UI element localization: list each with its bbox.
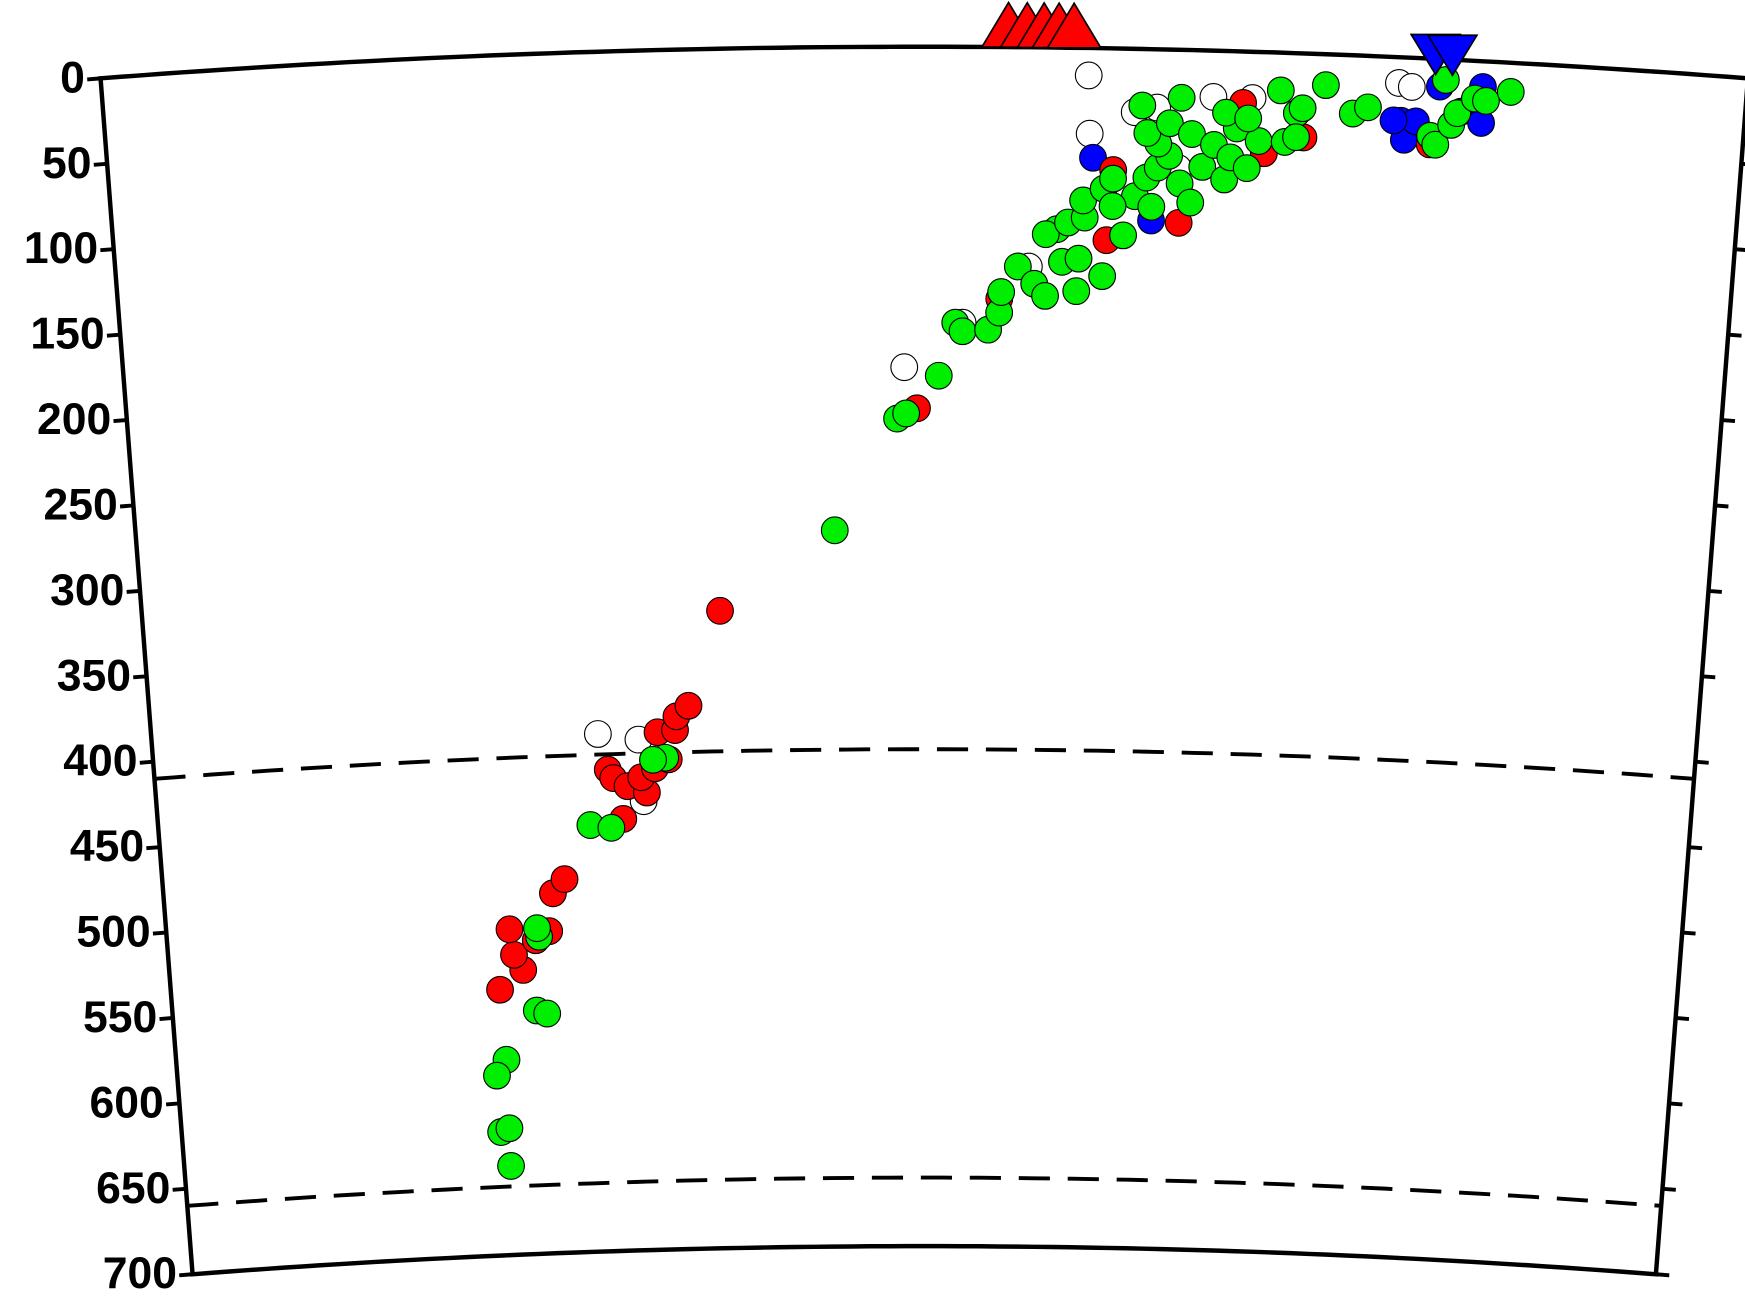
event: [1232, 154, 1261, 183]
event: [1109, 221, 1137, 250]
event: [948, 317, 977, 346]
y-tick: [1728, 332, 1742, 338]
y-tick: [172, 1186, 187, 1192]
event: [1167, 83, 1196, 112]
y-tick-label: 0: [60, 53, 85, 102]
y-tick-label: 250: [44, 480, 118, 529]
event: [1062, 277, 1091, 306]
event: [1282, 123, 1310, 152]
y-tick: [139, 759, 154, 765]
y-tick-label: 50: [42, 139, 92, 188]
event: [987, 278, 1016, 306]
event: [1176, 188, 1205, 217]
event: [1354, 93, 1382, 122]
trench: [1426, 34, 1479, 77]
event: [486, 975, 514, 1004]
event: [1266, 76, 1295, 105]
y-tick: [1741, 161, 1745, 167]
event: [497, 1152, 525, 1180]
y-tick: [106, 332, 121, 338]
event: [1031, 220, 1060, 249]
y-tick: [1675, 1016, 1690, 1021]
event: [1472, 86, 1500, 115]
event: [674, 691, 703, 720]
y-tick: [179, 1272, 193, 1278]
event: [1137, 192, 1166, 221]
y-tick: [87, 76, 101, 82]
y-tick-label: 600: [90, 1078, 164, 1127]
y-tick: [126, 588, 141, 594]
event: [1088, 262, 1117, 291]
event: [924, 361, 953, 390]
y-tick: [146, 845, 160, 851]
event: [483, 1061, 511, 1090]
y-tick-label: 550: [83, 993, 157, 1042]
y-tick-label: 200: [37, 395, 111, 444]
event: [550, 865, 579, 894]
y-tick-label: 700: [103, 1249, 177, 1298]
y-tick: [152, 930, 167, 936]
event: [1003, 252, 1032, 281]
y-tick: [1682, 930, 1696, 936]
event: [1074, 61, 1103, 90]
event: [495, 915, 524, 944]
y-tick: [1695, 759, 1709, 765]
y-tick-label: 650: [96, 1164, 170, 1213]
y-tick-label: 150: [30, 310, 104, 359]
y-tick: [1714, 503, 1729, 509]
event: [706, 596, 734, 625]
event: [1234, 104, 1263, 133]
event: [1064, 244, 1093, 273]
event: [1099, 164, 1127, 193]
y-tick: [1721, 418, 1736, 424]
event: [1379, 106, 1408, 135]
event: [1098, 192, 1127, 220]
y-tick-label: 350: [57, 651, 131, 700]
y-tick: [1668, 1101, 1683, 1107]
y-tick: [113, 418, 127, 424]
event: [820, 516, 849, 545]
event: [1496, 78, 1525, 106]
y-tick: [100, 247, 114, 253]
event: [890, 353, 919, 382]
y-tick: [165, 1101, 180, 1107]
event: [1288, 94, 1317, 123]
y-tick-label: 500: [76, 908, 150, 957]
frame: [98, 44, 1745, 1277]
y-tick-label: 100: [24, 224, 98, 273]
y-tick: [1688, 845, 1703, 851]
event: [1031, 281, 1059, 310]
event: [639, 745, 667, 774]
event: [1397, 73, 1426, 101]
event: [495, 1114, 524, 1143]
event: [533, 999, 562, 1028]
y-tick: [1655, 1272, 1670, 1278]
volcano: [1045, 1, 1103, 49]
event: [1079, 143, 1107, 172]
event: [892, 399, 921, 428]
y-tick: [159, 1016, 173, 1021]
discontinuity-line: [187, 1175, 1662, 1208]
y-tick: [1701, 674, 1716, 680]
y-tick-label: 400: [63, 737, 137, 786]
event: [583, 720, 612, 748]
event: [1128, 91, 1157, 120]
y-tick-label: 450: [70, 822, 144, 871]
y-tick: [133, 674, 147, 680]
y-tick: [1662, 1186, 1676, 1192]
event: [523, 914, 551, 943]
y-tick-label: 300: [50, 566, 124, 615]
event: [597, 813, 626, 842]
event: [1311, 71, 1340, 100]
event: [1075, 119, 1104, 148]
y-tick: [93, 161, 108, 167]
y-tick: [119, 503, 134, 509]
event: [1188, 152, 1217, 181]
y-tick: [1734, 247, 1745, 252]
event: [1421, 130, 1450, 159]
y-tick: [1708, 588, 1722, 594]
discontinuity-line: [154, 747, 1695, 781]
